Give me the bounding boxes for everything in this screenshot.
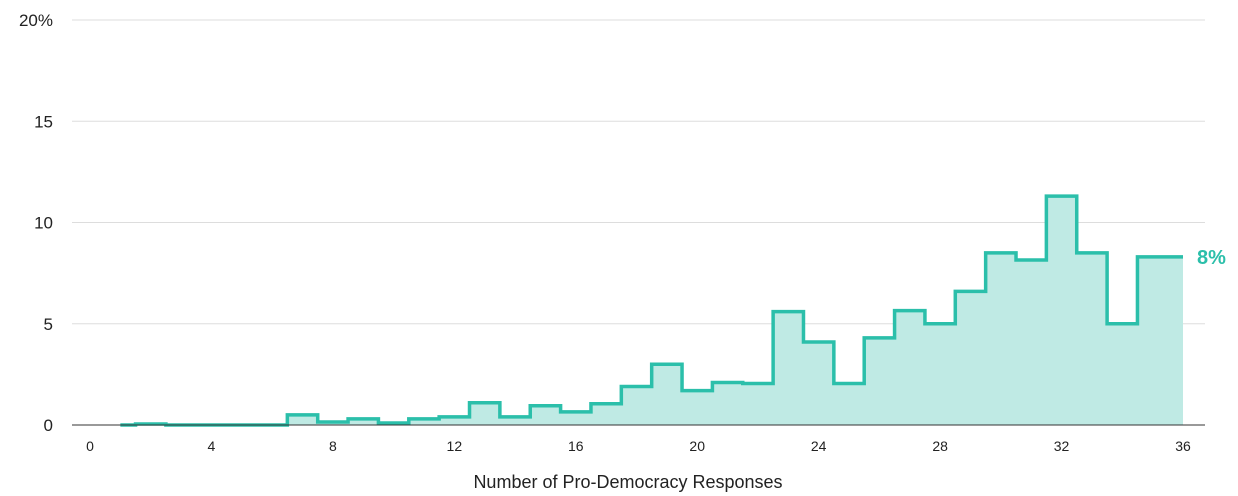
y-tick-label: 15 <box>34 112 53 131</box>
x-tick-label: 36 <box>1175 438 1191 454</box>
y-tick-label: 20% <box>19 11 53 30</box>
x-tick-label: 20 <box>689 438 705 454</box>
x-tick-label: 16 <box>568 438 584 454</box>
series-end-value-label: 8% <box>1197 247 1226 269</box>
histogram-series <box>120 194 1184 427</box>
x-axis: 0 4 8 12 16 20 24 28 32 36 <box>72 424 1205 454</box>
y-axis-tick-labels: 0 5 10 15 20% <box>19 11 53 435</box>
x-axis-title: Number of Pro-Democracy Responses <box>473 472 782 492</box>
x-tick-label: 32 <box>1054 438 1070 454</box>
histogram-step-line <box>120 194 1183 427</box>
x-tick-label: 0 <box>86 438 94 454</box>
histogram-area-fill <box>120 196 1184 425</box>
x-tick-label: 8 <box>329 438 337 454</box>
x-tick-label: 4 <box>208 438 216 454</box>
x-tick-label: 12 <box>447 438 463 454</box>
y-tick-label: 0 <box>44 416 53 435</box>
y-tick-label: 5 <box>44 315 53 334</box>
y-tick-label: 10 <box>34 214 53 233</box>
x-tick-label: 28 <box>932 438 948 454</box>
x-tick-label: 24 <box>811 438 827 454</box>
